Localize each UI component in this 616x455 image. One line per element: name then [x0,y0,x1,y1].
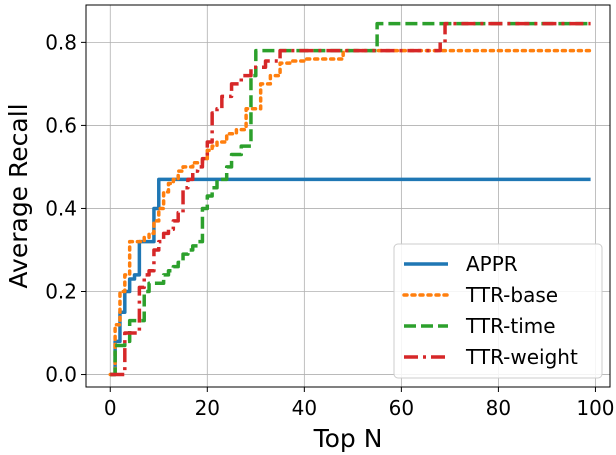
plot-frame [85,4,611,388]
y-tick-label: 0.4 [45,196,77,220]
y-axis-label: Average Recall [4,103,33,288]
x-tick-label: 0 [104,396,117,420]
grid [86,5,610,387]
legend-box [393,243,603,379]
series-line-ttr-weight [110,21,591,377]
legend-label-ttr-weight: TTR-weight [465,345,578,369]
legend-label-ttr-base: TTR-base [465,283,558,307]
series-line-ttr-base [108,48,593,377]
axis-ticks: 0 20 40 60 80 100 0.0 0.2 0.4 0.6 0.8 [45,30,614,420]
x-tick-label: 100 [576,396,614,420]
legend: APPR TTR-base TTR-time TTR-weight [393,243,603,379]
y-tick-label: 0.2 [45,280,77,304]
x-tick-label: 20 [195,396,220,420]
y-tick-label: 0.6 [45,113,77,137]
x-axis-label: Top N [313,424,383,453]
legend-label-ttr-time: TTR-time [465,314,556,338]
y-tick-label: 0.0 [45,363,77,387]
x-tick-label: 60 [389,396,414,420]
series-line-appr [110,177,591,377]
series-line-ttr-time [110,21,591,377]
y-tick-label: 0.8 [45,30,77,54]
series-lines [108,21,593,377]
x-tick-label: 80 [486,396,511,420]
legend-label-appr: APPR [466,252,518,276]
x-tick-label: 40 [292,396,317,420]
